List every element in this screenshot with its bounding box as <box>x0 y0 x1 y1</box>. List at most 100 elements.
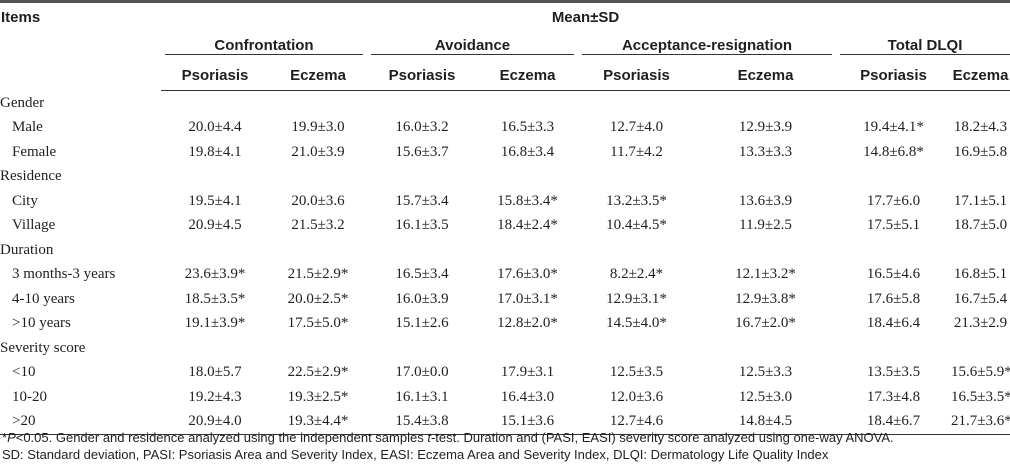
table-cell: 16.7±5.4 <box>953 290 1008 307</box>
section-title: Duration <box>0 241 54 258</box>
table-cell: 16.4±3.0 <box>500 388 555 405</box>
footnote-abbreviations: SD: Standard deviation, PASI: Psoriasis … <box>2 447 829 462</box>
table-cell: 18.4±6.4 <box>866 315 921 332</box>
subheader-psoriasis: Psoriasis <box>161 60 269 91</box>
table-cell: 12.7±4.0 <box>609 119 664 136</box>
table-cell: 15.6±3.7 <box>395 143 449 160</box>
table-cell: 17.5±5.1 <box>866 217 921 234</box>
table-cell: 19.8±4.1 <box>188 143 242 160</box>
table-cell: 12.5±3.3 <box>738 364 793 381</box>
table-cell: 12.5±3.0 <box>738 388 793 405</box>
table-cell: 16.5±3.5* <box>951 388 1010 405</box>
items-header: Items <box>1 9 41 26</box>
section-title: Gender <box>0 94 45 111</box>
table-cell: 21.3±2.9 <box>953 315 1008 332</box>
table-cell: 17.3±4.8 <box>866 388 921 405</box>
table-cell: 16.1±3.1 <box>395 388 449 405</box>
table-cell: 14.8±6.8* <box>863 143 924 160</box>
subheader-eczema: Eczema <box>695 60 836 91</box>
group-header-avoidance: Avoidance <box>371 37 574 55</box>
table-cell: 16.5±3.4 <box>395 266 449 283</box>
section-title: Severity score <box>0 339 86 356</box>
table-cell: 20.9±4.5 <box>188 217 242 234</box>
table-cell: 16.7±2.0* <box>735 315 796 332</box>
table-cell: 12.5±3.5 <box>609 364 664 381</box>
section-title: Residence <box>0 168 62 185</box>
table-cell: 13.6±3.9 <box>738 192 793 209</box>
subheader-eczema: Eczema <box>269 60 367 91</box>
table-cell: 16.0±3.2 <box>395 119 449 136</box>
table-cell: 19.2±4.3 <box>188 388 242 405</box>
table-cell: 13.3±3.3 <box>738 143 793 160</box>
table-cell: 18.2±4.3 <box>953 119 1008 136</box>
table-cell: 12.0±3.6 <box>609 388 664 405</box>
table-cell: 14.8±4.5 <box>695 409 836 435</box>
table-cell: 20.0±3.6 <box>291 192 345 209</box>
table-cell: 17.0±3.1* <box>497 290 558 307</box>
table-cell: 16.1±3.5 <box>395 217 449 234</box>
table-cell: 21.0±3.9 <box>291 143 345 160</box>
subheader-psoriasis: Psoriasis <box>367 60 477 91</box>
table-cell: 15.1±2.6 <box>395 315 449 332</box>
table-cell: 21.7±3.6* <box>951 409 1010 435</box>
row-label: Village <box>12 217 56 234</box>
table-cell: 22.5±2.9* <box>287 364 349 381</box>
table-cell: 23.6±3.9* <box>184 266 246 283</box>
table-cell: 17.9±3.1 <box>500 364 555 381</box>
row-label: 10-20 <box>12 388 47 405</box>
table-cell: 17.1±5.1 <box>953 192 1008 209</box>
table-cell: 11.7±4.2 <box>610 143 663 160</box>
table-cell: 17.7±6.0 <box>866 192 921 209</box>
group-header-acceptance-resignation: Acceptance-resignation <box>582 37 832 55</box>
table-cell: 17.0±0.0 <box>395 364 449 381</box>
table-cell: 17.6±3.0* <box>497 266 558 283</box>
table-cell: 18.5±3.5* <box>184 290 246 307</box>
table-cell: 18.7±5.0 <box>953 217 1008 234</box>
row-label: >10 years <box>12 315 71 332</box>
table-cell: 20.9±4.0 <box>161 409 269 435</box>
table-cell: 18.0±5.7 <box>188 364 242 381</box>
row-label: 4-10 years <box>12 290 75 307</box>
row-label: >20 <box>0 409 161 435</box>
table-footnotes: *P<0.05. Gender and residence analyzed u… <box>2 429 1002 463</box>
table-cell: 21.5±3.2 <box>291 217 345 234</box>
table-cell: 18.4±6.7 <box>836 409 951 435</box>
subheader-eczema: Eczema <box>477 60 578 91</box>
table-cell: 12.9±3.8* <box>735 290 796 307</box>
table-cell: 19.3±4.4* <box>269 409 367 435</box>
table-cell: 12.7±4.6 <box>578 409 695 435</box>
table-cell: 20.0±2.5* <box>287 290 349 307</box>
table-cell: 12.9±3.9 <box>738 119 793 136</box>
table-cell: 16.5±4.6 <box>866 266 921 283</box>
subheader-eczema: Eczema <box>951 60 1010 91</box>
table-cell: 17.6±5.8 <box>866 290 921 307</box>
mean-sd-header: Mean±SD <box>551 9 620 26</box>
table-cell: 12.1±3.2* <box>735 266 796 283</box>
table-cell: 16.8±3.4 <box>500 143 555 160</box>
table-cell: 14.5±4.0* <box>606 315 667 332</box>
table-cell: 16.5±3.3 <box>500 119 555 136</box>
row-label: 3 months-3 years <box>12 266 116 283</box>
group-header-total-dlqi: Total DLQI <box>840 37 1010 55</box>
table-cell: 12.8±2.0* <box>497 315 558 332</box>
table-cell: 15.6±5.9* <box>951 364 1010 381</box>
table-cell: 13.5±3.5 <box>866 364 921 381</box>
table-cell: 8.2±2.4* <box>609 266 664 283</box>
table-cell: 15.4±3.8 <box>367 409 477 435</box>
subheader-psoriasis: Psoriasis <box>578 60 695 91</box>
table-cell: 13.2±3.5* <box>606 192 667 209</box>
row-label: Male <box>12 119 43 136</box>
subheader-psoriasis: Psoriasis <box>836 60 951 91</box>
row-label: Female <box>12 143 57 160</box>
table-cell: 17.5±5.0* <box>287 315 349 332</box>
table-cell: 12.9±3.1* <box>606 290 667 307</box>
table-cell: 16.8±5.1 <box>953 266 1008 283</box>
table-cell: 19.1±3.9* <box>184 315 246 332</box>
table-cell: 21.5±2.9* <box>287 266 349 283</box>
table-cell: 11.9±2.5 <box>739 217 792 234</box>
table-cell: 19.9±3.0 <box>291 119 345 136</box>
table-cell: 20.0±4.4 <box>188 119 242 136</box>
row-label: <10 <box>12 364 36 381</box>
table-cell: 10.4±4.5* <box>606 217 667 234</box>
table-cell: 15.7±3.4 <box>395 192 449 209</box>
